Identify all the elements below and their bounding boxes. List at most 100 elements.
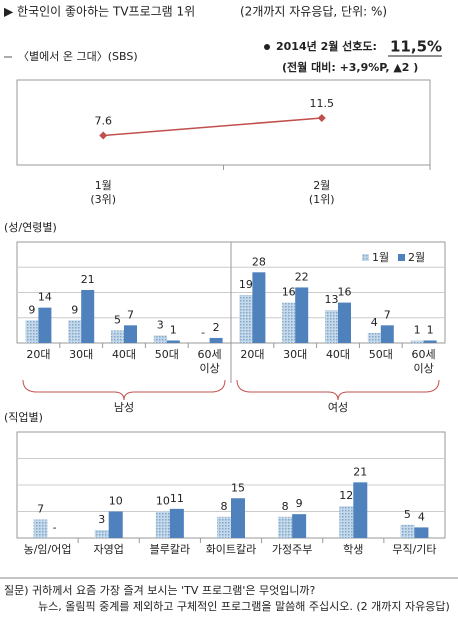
bar	[68, 320, 82, 343]
group-label: 남성	[114, 401, 134, 414]
data-label: 2	[213, 321, 220, 334]
data-label: 7	[37, 502, 44, 515]
x-tick-label: 학생	[343, 543, 363, 556]
title: ▶ 한국인이 좋아하는 TV프로그램 1위	[4, 5, 195, 19]
data-label: 14	[38, 291, 52, 304]
x-tick-label: 2월 (1위)	[309, 179, 335, 206]
bar	[209, 337, 223, 343]
data-label: 5	[404, 508, 411, 521]
bar	[81, 289, 95, 343]
x-tick-label: 50대	[369, 348, 393, 361]
bar	[380, 325, 394, 343]
bar	[278, 516, 293, 538]
annotation-bullet	[264, 44, 270, 50]
x-tick-label: 블루칼라	[150, 543, 190, 556]
bar	[400, 524, 415, 538]
x-tick-label: 30대	[69, 348, 93, 361]
data-label: 28	[252, 255, 266, 268]
bar	[292, 514, 307, 538]
x-tick-label: 50대	[155, 348, 179, 361]
bar	[367, 332, 381, 343]
group-brace	[22, 379, 226, 401]
chart-title: (성/연령별)	[4, 221, 57, 234]
bar	[153, 335, 167, 343]
group-label: 여성	[328, 401, 348, 414]
data-label: 3	[157, 318, 164, 331]
x-tick-label: 60세 이상	[412, 348, 436, 375]
data-label: 22	[295, 270, 309, 283]
bar	[33, 519, 48, 538]
point	[317, 114, 326, 123]
x-tick-label: 자영업	[94, 543, 124, 556]
data-label: 11	[170, 492, 184, 505]
annotation: 2014년 2월 선호도:	[276, 39, 377, 53]
bar	[231, 498, 245, 538]
data-label: 8	[282, 500, 289, 513]
data-label: 21	[81, 273, 95, 286]
legend-swatch	[362, 254, 369, 261]
x-tick-label: 30대	[283, 348, 307, 361]
legend-label: 〈별에서 온 그대〉(SBS)	[18, 50, 138, 63]
annotation: (전월 대비: +3,9%P, ▲2 )	[282, 60, 418, 74]
legend-label: 1월	[372, 251, 389, 264]
bar	[111, 330, 124, 343]
x-tick-label: 무직/기타	[392, 543, 436, 556]
bar	[295, 287, 309, 343]
data-label: 1	[170, 323, 177, 336]
data-label: 7.6	[95, 114, 113, 127]
data-label: 13	[325, 293, 339, 306]
annotation: 11,5%	[390, 38, 442, 56]
data-label: 16	[338, 286, 352, 299]
bar	[239, 295, 253, 343]
data-label: 4	[418, 510, 425, 523]
x-tick-label: 60세 이상	[198, 348, 222, 375]
data-label: 9	[71, 303, 78, 316]
data-label: 15	[231, 481, 245, 494]
bar	[25, 320, 39, 343]
bar	[339, 506, 354, 538]
plot-frame	[16, 79, 431, 166]
bar	[338, 302, 351, 343]
bar	[325, 310, 338, 343]
footer-line: 뉴스, 올림픽 중계를 제외하고 구체적인 프로그램을 말씀해 주십시오. (2…	[38, 599, 450, 613]
data-label: 5	[114, 313, 121, 326]
data-label: 4	[371, 316, 378, 329]
bar	[155, 511, 170, 538]
data-label: 3	[98, 513, 105, 526]
data-label: 10	[109, 495, 123, 508]
data-label: 19	[239, 278, 253, 291]
data-label: 9	[28, 303, 35, 316]
bar	[414, 527, 429, 538]
line-series	[103, 117, 322, 137]
chart-title: (직업별)	[4, 411, 43, 424]
bar	[353, 482, 368, 538]
data-label: 1	[414, 323, 421, 336]
bar	[423, 340, 437, 343]
bar	[410, 340, 424, 343]
data-label: 7	[127, 308, 134, 321]
subtitle: (2개까지 자유응답, 단위: %)	[240, 5, 387, 19]
bar	[282, 302, 296, 343]
x-tick-label: 20대	[26, 348, 50, 361]
x-tick-label: 40대	[326, 348, 350, 361]
data-label: 21	[353, 465, 367, 478]
data-label: 7	[384, 308, 391, 321]
data-label: -	[53, 521, 57, 534]
data-label: 8	[221, 500, 228, 513]
x-tick-label: 1월 (3위)	[90, 179, 116, 206]
bar	[217, 516, 231, 538]
data-label: 12	[339, 489, 353, 502]
x-tick-label: 가정주부	[272, 543, 312, 556]
bar	[166, 340, 180, 343]
data-label: 9	[296, 497, 303, 510]
legend-label: 2월	[408, 251, 425, 264]
bar	[108, 511, 123, 538]
bar	[252, 272, 266, 343]
data-label: 10	[156, 495, 170, 508]
footer-line: 질문) 귀하께서 요즘 가장 즐겨 보시는 'TV 프로그램'은 무엇입니까?	[4, 583, 316, 597]
bar	[38, 307, 52, 343]
x-tick-label: 40대	[112, 348, 136, 361]
bar	[124, 325, 137, 343]
x-tick-label: 화이트칼라	[206, 543, 257, 556]
